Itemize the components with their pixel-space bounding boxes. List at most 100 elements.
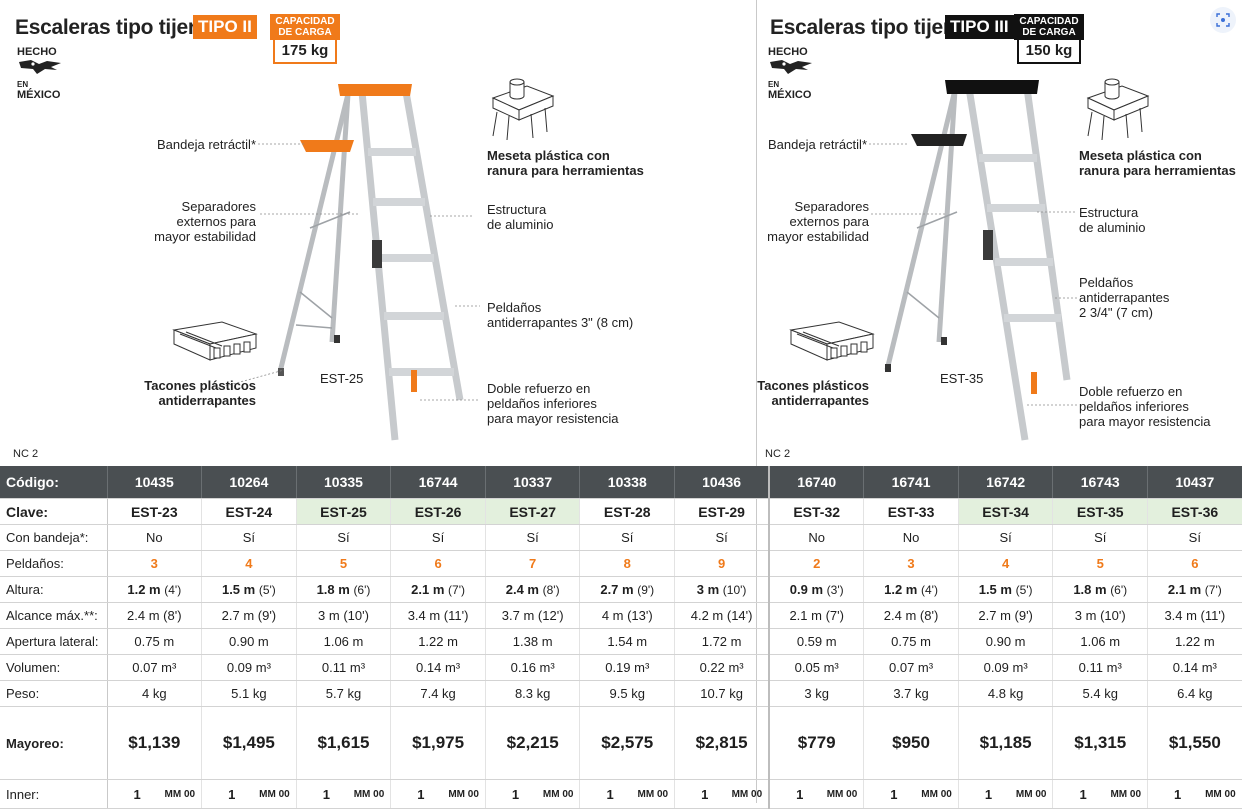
cell-inner: 1 MM 00 [768,779,865,809]
label-estructura: Estructura de aluminio [487,202,554,232]
label-tacones-2: antiderrapantes [158,393,256,408]
inner-qty: 1 [417,786,425,802]
cell-clave: EST-24 [201,498,297,525]
cell-peldanos: 8 [579,550,676,577]
row-label-bandeja: Con bandeja*: [0,524,108,551]
cell-codigo: 10337 [485,466,581,499]
label-tacones-1: Tacones plásticos [757,378,869,393]
inner-unit: MM 00 [542,788,574,800]
nc-label: NC 2 [13,448,39,460]
label-estructura-2: de aluminio [1079,220,1146,235]
cell-clave: EST-33 [863,498,959,525]
scan-icon[interactable] [1210,7,1236,33]
label-peldanos: Peldaños antiderrapantes 3" (8 cm) [487,300,633,330]
cell-clave: EST-35 [1052,498,1149,525]
inner-unit: MM 00 [353,788,385,800]
altura-metros: 1.8 m [1073,582,1107,597]
callout-lines [217,143,480,401]
altura-metros: 1.5 m [978,582,1012,597]
capacity-value: 150 kg [1017,40,1081,64]
cell-mayoreo: $2,575 [579,706,676,780]
inner-qty: 1 [1079,786,1087,802]
label-tacones-2: antiderrapantes [771,393,869,408]
cell-volumen: 0.11 m³ [1052,654,1149,681]
ladder-est-25-illustration [277,84,464,441]
cell-altura: 2.1 m (7') [1147,576,1242,603]
row-peso: Peso: 4 kg 5.1 kg 5.7 kg 7.4 kg 8.3 kg 9.5 kg 1… [0,680,1242,707]
altura-pies: (6') [353,583,371,597]
cell-alcance: 3.7 m (12') [485,602,581,629]
cell-mayoreo: $2,215 [485,706,581,780]
altura-metros: 2.1 m [1167,582,1202,597]
altura-metros: 3 m [696,582,720,597]
cell-volumen: 0.14 m³ [1147,654,1242,681]
cell-peldanos: 5 [296,550,392,577]
label-estructura: Estructura de aluminio [1079,205,1146,235]
cell-peldanos: 6 [1147,550,1242,577]
cell-clave: EST-26 [390,498,486,525]
label-peldanos-1: Peldaños [487,300,542,315]
plastic-top-icon [491,78,555,141]
cell-bandeja: Sí [579,524,676,551]
cell-mayoreo: $1,495 [201,706,297,780]
capacity-label-2: DE CARGA [278,27,332,38]
cell-peldanos: 7 [485,550,581,577]
cell-clave: EST-25 [296,498,392,525]
label-meseta: Meseta plástica con ranura para herramie… [487,148,644,178]
inner-qty: 1 [133,786,141,802]
label-peldanos: Peldaños antiderrapantes 2 3/4" (7 cm) [1079,275,1169,320]
cell-codigo: 10264 [201,466,297,499]
cell-alcance: 2.1 m (7') [768,602,865,629]
label-separadores-2: externos para [789,214,870,229]
cell-alcance: 3 m (10') [1052,602,1149,629]
label-meseta-2: ranura para herramientas [487,163,644,178]
cell-peldanos: 4 [201,550,297,577]
plastic-heels-icon [172,321,258,361]
label-doble-refuerzo: Doble refuerzo en peldaños inferiores pa… [1079,384,1211,429]
altura-metros: 2.1 m [411,582,445,597]
label-peldanos-2: antiderrapantes 3" (8 cm) [487,315,634,330]
cell-clave: EST-29 [674,498,770,525]
model-label: EST-35 [940,371,984,386]
eagle-icon [770,60,812,74]
inner-unit: MM 00 [259,788,290,800]
made-in-mexico-logo: HECHO EN MÉXICO [17,46,72,106]
cell-inner: 1 MM 00 [296,779,392,809]
cell-mayoreo: $2,815 [674,706,770,780]
cell-mayoreo: $1,550 [1147,706,1242,780]
label-doble-2: peldaños inferiores [1079,399,1189,414]
inner-unit: MM 00 [921,788,952,800]
cell-peso: 7.4 kg [390,680,486,707]
label-meseta-2: ranura para herramientas [1079,163,1236,178]
cell-altura: 2.7 m (9') [579,576,676,603]
plastic-top-icon [1086,78,1150,141]
altura-metros: 0.9 m [789,582,824,597]
label-meseta-1: Meseta plástica con [487,148,610,163]
altura-pies: (10') [722,583,747,597]
cell-codigo: 16743 [1052,466,1149,499]
made-in-mexico-logo: HECHO EN MÉXICO [768,46,823,106]
cell-apertura: 1.22 m [1147,628,1242,655]
cell-altura: 2.1 m (7') [390,576,486,603]
label-peldanos-1: Peldaños [1079,275,1134,290]
plastic-heels-icon [789,321,875,361]
altura-pies: (9') [637,583,655,597]
label-bandeja: Bandeja retráctil* [768,137,867,152]
label-separadores: Separadores externos para mayor estabili… [120,199,256,244]
row-label-peso: Peso: [0,680,108,707]
cell-clave: EST-28 [579,498,676,525]
altura-pies: (7') [1204,583,1222,597]
tipo-badge: TIPO II [193,15,257,39]
cell-apertura: 0.90 m [201,628,297,655]
cell-bandeja: No [768,524,865,551]
cell-peso: 3 kg [768,680,865,707]
cell-inner: 1 MM 00 [390,779,486,809]
row-volumen: Volumen: 0.07 m³ 0.09 m³ 0.11 m³ 0.14 m³ 0.16… [0,654,1242,681]
cell-volumen: 0.22 m³ [674,654,770,681]
inner-unit: MM 00 [826,788,858,800]
cell-altura: 1.5 m (5') [958,576,1054,603]
capacity-badge: CAPACIDAD DE CARGA 175 kg [270,14,340,64]
cell-peldanos: 4 [958,550,1054,577]
spec-table: Código: 10435 10264 10335 16744 10337 10338 104… [0,466,1242,809]
inner-qty: 1 [606,786,614,802]
